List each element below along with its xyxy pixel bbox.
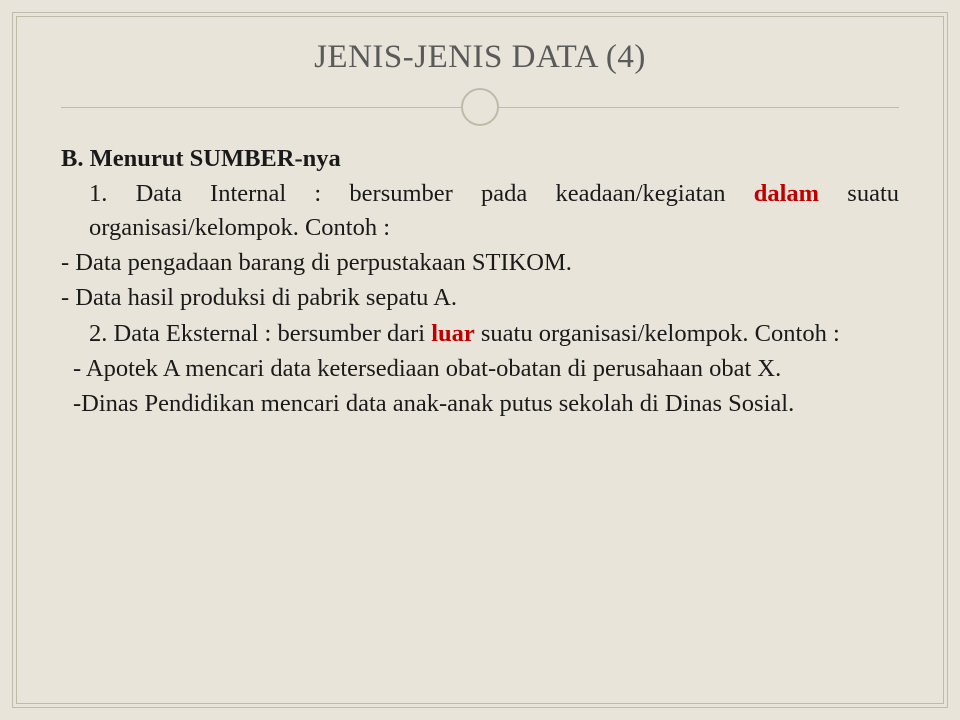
- title-divider: [61, 86, 899, 128]
- slide-title: JENIS-JENIS DATA (4): [61, 39, 899, 76]
- item-2-post: suatu organisasi/kelompok. Contoh :: [475, 320, 840, 347]
- section-heading: B. Menurut SUMBER-nya: [61, 142, 899, 175]
- item-2-definition: 2. Data Eksternal : bersumber dari luar …: [61, 317, 899, 350]
- item-1-pre: 1. Data Internal : bersumber pada keadaa…: [89, 180, 754, 207]
- item-2-example-2: -Dinas Pendidikan mencari data anak-anak…: [61, 387, 899, 420]
- item-1-example-2: - Data hasil produksi di pabrik sepatu A…: [61, 281, 899, 314]
- item-2-pre: 2. Data Eksternal : bersumber dari: [89, 320, 431, 347]
- item-1-example-1: - Data pengadaan barang di perpustakaan …: [61, 246, 899, 279]
- item-2-highlight: luar: [431, 320, 475, 347]
- slide-container: JENIS-JENIS DATA (4) B. Menurut SUMBER-n…: [17, 17, 943, 703]
- item-2-example-1: - Apotek A mencari data ketersediaan oba…: [61, 352, 899, 385]
- content-body: B. Menurut SUMBER-nya 1. Data Internal :…: [61, 142, 899, 421]
- item-1-highlight: dalam: [754, 180, 819, 207]
- divider-circle-icon: [461, 88, 499, 126]
- item-1-definition: 1. Data Internal : bersumber pada keadaa…: [61, 177, 899, 244]
